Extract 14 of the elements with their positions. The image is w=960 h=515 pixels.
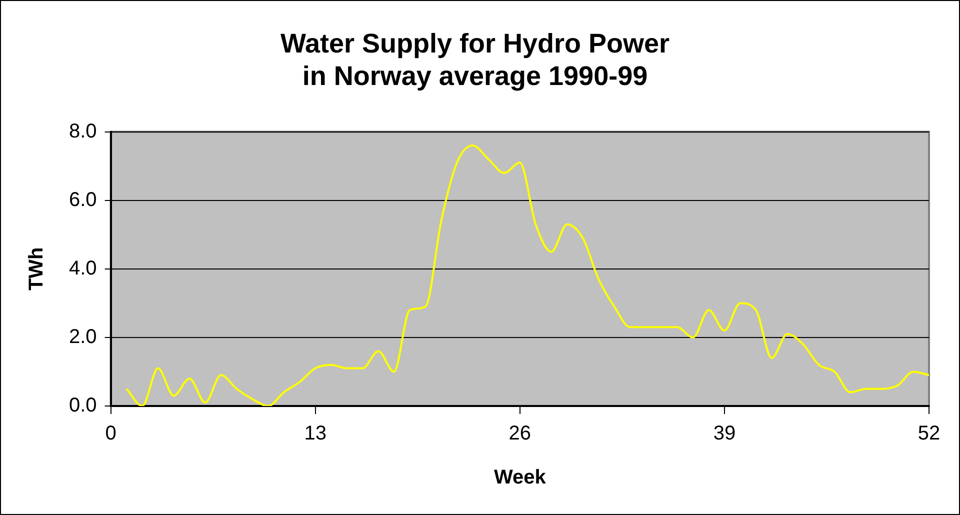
- chart-title: Water Supply for Hydro Power in Norway average 1990-99: [280, 28, 670, 92]
- y-tick-label: 0.0: [68, 394, 97, 417]
- y-tick-label: 6.0: [68, 188, 97, 211]
- y-axis-title: TWh: [26, 247, 48, 291]
- x-tick-label: 39: [713, 422, 736, 445]
- line-series: [126, 144, 929, 406]
- y-tick-label: 4.0: [68, 257, 97, 280]
- y-tick-label: 2.0: [68, 326, 97, 348]
- y-tick-label: 8.0: [68, 120, 97, 142]
- x-axis-title: Week: [494, 466, 547, 489]
- x-tick-label: 0: [105, 422, 116, 445]
- x-tick-label: 52: [918, 422, 940, 445]
- x-tick-label: 26: [508, 422, 532, 445]
- x-tick-label: 13: [304, 422, 326, 445]
